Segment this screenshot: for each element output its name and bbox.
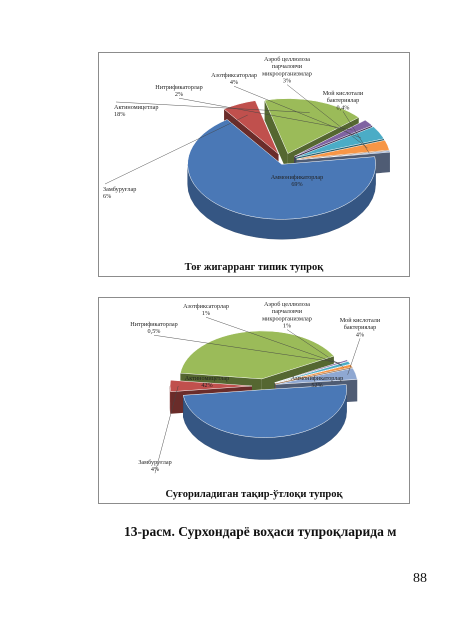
pie-2-label-nitrifiers: Нитрификаторлар 0,5% xyxy=(130,321,341,363)
pie-1-slice-cellulose-decomposers xyxy=(296,139,390,160)
pie-2-slice-butyric-bacteria xyxy=(275,367,358,385)
pie-1-label-butyric-bacteria: Мой кислотали бактериялар 0,4% xyxy=(323,90,370,154)
chart-1-title: Тоғ жигарранг типик тупроқ xyxy=(184,262,324,273)
pie-2-leader-nitrifiers xyxy=(153,334,341,363)
pie-2-label-cellulose-decomposers: Аэроб целлюлоза парчаловчи микроорганизмла… xyxy=(262,301,344,368)
pie-2-slice-actinomycetes xyxy=(180,330,335,380)
pie-1-slice-nitrifiers xyxy=(294,119,373,157)
pie-2-label-nitrogen-fixers: Азотфиксаторлар 1% xyxy=(183,303,342,365)
pie-1-label-cellulose-decomposers: Аэроб целлюлоза парчаловчи микроорганизмла… xyxy=(262,56,368,149)
pie-1-leader-butyric-bacteria xyxy=(342,111,370,154)
pie-1-slice-nitrogen-fixers xyxy=(295,126,385,158)
pie-2-slice-nitrogen-fixers xyxy=(274,361,351,384)
pie-1-label-nitrifiers: Нитрификаторлар 2% xyxy=(155,84,353,131)
pie-2-label-actinomycetes: Актиномицетлар 42% xyxy=(185,375,229,389)
pie-2-slice-fungi xyxy=(169,379,253,392)
pie-1-leader-fungi xyxy=(104,114,248,185)
pie-1-label-fungi: Замбуруғлар 6% xyxy=(103,114,248,200)
pie-chart-2-canvas: Аммонификаторлар 52% Замбуруғлар 4% Актиноми… xyxy=(130,301,381,474)
pie-2-leader-fungi xyxy=(154,385,179,474)
pie-2-leader-butyric-bacteria xyxy=(347,338,361,375)
pie-1-leader-cellulose-decomposers xyxy=(286,84,368,149)
pie-1-leader-actinomycetes xyxy=(115,101,310,113)
pie-2-leader-cellulose-decomposers xyxy=(286,329,344,368)
pie-chart-mountain-brown-soil: Аммонификаторлар 69% Замбуруғлар 6% Актиноми… xyxy=(98,52,410,277)
pie-2-leader-nitrogen-fixers xyxy=(205,316,342,365)
pie-2-slice-cellulose-decomposers xyxy=(275,364,353,384)
pie-chart-irrigated-meadow-soil: Аммонификаторлар 52% Замбуруғлар 4% Актиноми… xyxy=(98,297,410,504)
pie-1-slice-ammonifiers xyxy=(187,119,376,220)
page-number: 88 xyxy=(413,571,427,586)
pie-2-slice-ammonifiers xyxy=(182,384,347,438)
pie-chart-1-canvas: Аммонификаторлар 69% Замбуруғлар 6% Актиноми… xyxy=(103,56,391,240)
page-edge-fade xyxy=(438,0,452,640)
figure-caption: 13-расм. Сурхондарё воҳаси тупроқларида … xyxy=(124,524,397,539)
pie-1-leader-nitrifiers xyxy=(178,97,353,131)
pie-1-label-nitrogen-fixers: Азотфиксаторлар 4% xyxy=(211,72,362,139)
pie-2-label-butyric-bacteria: Мой кислотали бактериялар 4% xyxy=(340,317,381,375)
chart-2-title: Суғориладиган тақир-ўтлоқи тупроқ xyxy=(165,489,343,500)
pie-1-slice-butyric-bacteria xyxy=(296,150,391,161)
pie-1-slice-actinomycetes-wall xyxy=(264,100,288,174)
pie-1-slice-fungi xyxy=(223,100,279,155)
pie-1-label-ammonifiers: Аммонификаторлар 69% xyxy=(271,174,324,188)
pie-2-slice-nitrifiers xyxy=(274,359,349,383)
pie-1-label-actinomycetes: Актиномицетлар 18% xyxy=(114,101,310,118)
pie-1-slice-actinomycetes xyxy=(264,98,360,154)
pie-2-label-ammonifiers: Аммонификаторлар 52% xyxy=(291,375,344,389)
pie-1-leader-nitrogen-fixers xyxy=(233,85,362,139)
pie-2-label-fungi: Замбуруғлар 4% xyxy=(138,385,179,474)
